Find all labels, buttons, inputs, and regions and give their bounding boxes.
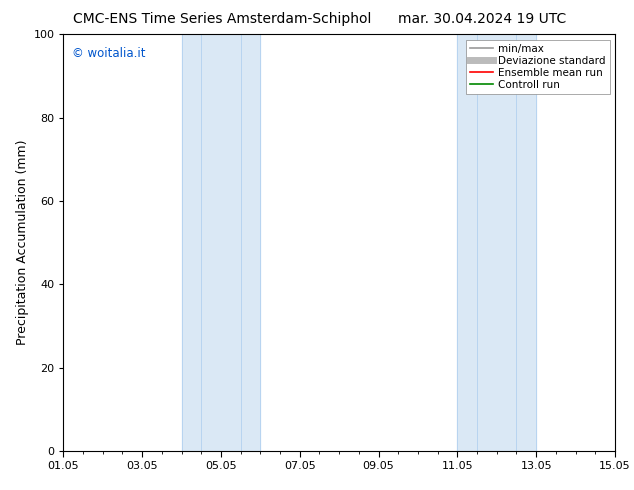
Bar — [181, 34, 261, 451]
Y-axis label: Precipitation Accumulation (mm): Precipitation Accumulation (mm) — [16, 140, 29, 345]
Legend: min/max, Deviazione standard, Ensemble mean run, Controll run: min/max, Deviazione standard, Ensemble m… — [466, 40, 610, 94]
Bar — [457, 34, 536, 451]
Text: mar. 30.04.2024 19 UTC: mar. 30.04.2024 19 UTC — [398, 12, 566, 26]
Text: CMC-ENS Time Series Amsterdam-Schiphol: CMC-ENS Time Series Amsterdam-Schiphol — [73, 12, 371, 26]
Text: © woitalia.it: © woitalia.it — [72, 47, 145, 60]
